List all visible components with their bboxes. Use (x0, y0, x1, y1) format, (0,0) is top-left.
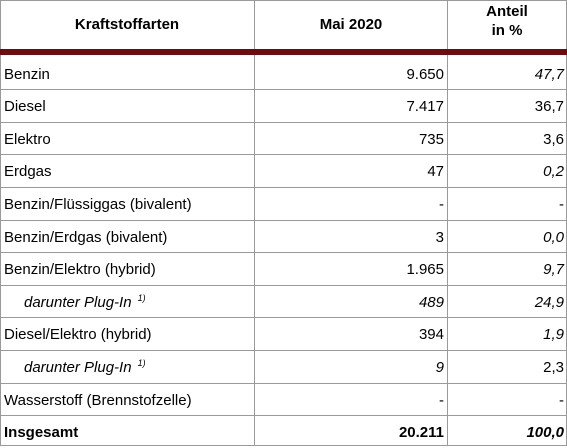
header-share: Anteil in % (448, 0, 566, 49)
row-divider (0, 252, 567, 253)
row-label: Benzin/Elektro (hybrid) (4, 253, 254, 285)
row-label: Benzin (4, 58, 254, 90)
row-label: Insgesamt (4, 416, 254, 448)
table-row: Diesel/Elektro (hybrid) 394 1,9 (0, 318, 567, 350)
row-value: - (439, 391, 444, 409)
table-row: Benzin/Erdgas (bivalent) 3 0,0 (0, 221, 567, 253)
row-divider (0, 122, 567, 123)
row-label: Benzin/Flüssiggas (bivalent) (4, 188, 254, 220)
row-value: 9 (435, 358, 444, 376)
table-row: Benzin/Flüssiggas (bivalent) - - (0, 188, 567, 220)
row-divider (0, 350, 567, 351)
table-border-top (0, 0, 567, 1)
column-divider (254, 0, 255, 446)
table-row: Wasserstoff (Brennstofzelle) - - (0, 384, 567, 416)
table-row: Elektro 735 3,6 (0, 123, 567, 155)
row-divider (0, 220, 567, 221)
label-text: Diesel (4, 97, 46, 115)
row-divider (0, 317, 567, 318)
row-share: 36,7 (534, 97, 564, 115)
row-divider (0, 383, 567, 384)
row-share: 2,3 (543, 358, 564, 376)
row-label: darunter Plug-In 1) (24, 351, 274, 383)
row-label: darunter Plug-In 1) (24, 286, 274, 318)
row-value: 735 (418, 130, 444, 148)
row-divider (0, 187, 567, 188)
table-row: Diesel 7.417 36,7 (0, 90, 567, 122)
row-share: 100,0 (526, 423, 564, 441)
row-value: 394 (418, 325, 444, 343)
row-label: Elektro (4, 123, 254, 155)
row-share: 47,7 (534, 65, 564, 83)
row-label: Diesel/Elektro (hybrid) (4, 318, 254, 350)
table-border-left (0, 0, 1, 446)
header-kraftstoffarten: Kraftstoffarten (0, 0, 254, 49)
label-text: Benzin/Erdgas (bivalent) (4, 228, 168, 246)
label-text: Insgesamt (4, 423, 79, 441)
label-text: Benzin (4, 65, 50, 83)
table-row: Benzin 9.650 47,7 (0, 58, 567, 90)
column-divider (447, 0, 448, 446)
row-label: Benzin/Erdgas (bivalent) (4, 221, 254, 253)
row-share: - (559, 195, 564, 213)
row-value: 9.650 (406, 65, 444, 83)
label-text: Diesel/Elektro (hybrid) (4, 325, 152, 343)
label-text: darunter Plug-In (24, 293, 132, 311)
label-text: Benzin/Flüssiggas (bivalent) (4, 195, 192, 213)
label-text: Elektro (4, 130, 51, 148)
row-share: 0,2 (543, 162, 564, 180)
row-share: - (559, 391, 564, 409)
row-share: 0,0 (543, 228, 564, 246)
row-label: Erdgas (4, 155, 254, 187)
row-share: 1,9 (543, 325, 564, 343)
footnote-marker: 1) (137, 358, 146, 368)
row-label: Wasserstoff (Brennstofzelle) (4, 384, 254, 416)
row-divider (0, 285, 567, 286)
header-month: Mai 2020 (255, 0, 447, 49)
row-value: 20.211 (398, 423, 444, 441)
footnote-marker: 1) (137, 293, 146, 303)
row-label: Diesel (4, 90, 254, 122)
table-row: darunter Plug-In 1) 9 2,3 (0, 351, 567, 383)
row-share: 24,9 (534, 293, 564, 311)
label-text: Wasserstoff (Brennstofzelle) (4, 391, 192, 409)
row-share: 9,7 (543, 260, 564, 278)
table-row: darunter Plug-In 1) 489 24,9 (0, 286, 567, 318)
table-row: Benzin/Elektro (hybrid) 1.965 9,7 (0, 253, 567, 285)
table-row: Erdgas 47 0,2 (0, 155, 567, 187)
row-value: 47 (427, 162, 444, 180)
row-divider (0, 89, 567, 90)
row-value: 7.417 (406, 97, 444, 115)
row-value: 3 (435, 228, 444, 246)
header-rule (0, 49, 567, 55)
header-label: Anteil (486, 3, 528, 20)
header-label: in % (491, 22, 523, 39)
header-label: Mai 2020 (319, 16, 383, 33)
label-text: darunter Plug-In (24, 358, 132, 376)
row-value: 1.965 (406, 260, 444, 278)
row-share: 3,6 (543, 130, 564, 148)
table-row: Insgesamt 20.211 100,0 (0, 416, 567, 448)
label-text: Benzin/Elektro (hybrid) (4, 260, 156, 278)
row-divider (0, 415, 567, 416)
label-text: Erdgas (4, 162, 52, 180)
row-value: - (439, 195, 444, 213)
row-divider (0, 154, 567, 155)
header-label: Kraftstoffarten (74, 16, 180, 33)
row-value: 489 (418, 293, 444, 311)
